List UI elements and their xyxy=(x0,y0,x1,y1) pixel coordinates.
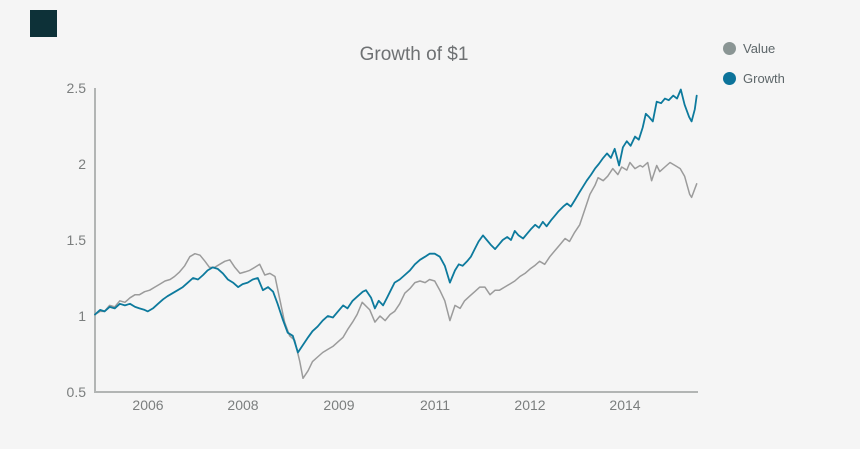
x-tick-label: 2009 xyxy=(323,397,355,413)
y-tick-label: 1.5 xyxy=(66,232,86,248)
growth-series-marker-icon xyxy=(723,72,736,85)
legend: Value Growth xyxy=(723,40,785,100)
x-tick-label: 2006 xyxy=(132,397,164,413)
x-tick-label: 2008 xyxy=(227,397,259,413)
legend-label-growth: Growth xyxy=(743,71,785,86)
legend-item-value[interactable]: Value xyxy=(723,40,785,57)
y-tick-label: 0.5 xyxy=(66,384,86,400)
legend-label-value: Value xyxy=(743,41,776,56)
x-tick-label: 2014 xyxy=(609,397,641,413)
series-line-growth xyxy=(94,88,698,354)
brand-mark xyxy=(30,10,57,37)
y-tick-label: 2 xyxy=(78,156,86,172)
legend-item-growth[interactable]: Growth xyxy=(723,70,785,87)
x-tick-label: 2012 xyxy=(514,397,546,413)
axis-lines xyxy=(94,88,698,393)
y-tick-label: 2.5 xyxy=(66,80,86,96)
chart-title: Growth of $1 xyxy=(359,44,469,65)
y-tick-label: 1 xyxy=(78,308,86,324)
series-line-value xyxy=(94,161,698,380)
value-series-marker-icon xyxy=(723,42,736,55)
x-tick-label: 2011 xyxy=(419,397,451,413)
